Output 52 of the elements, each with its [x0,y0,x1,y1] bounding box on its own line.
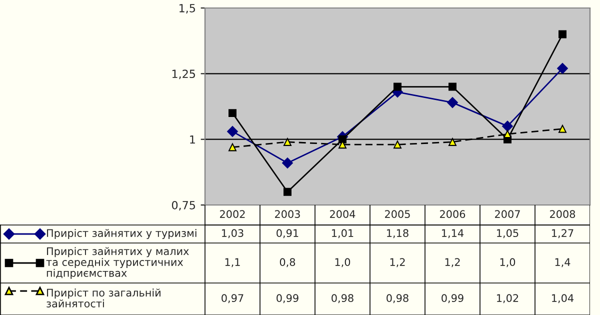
y-tick-label: 1,25 [172,70,195,80]
legend-label: Приріст зайнятих у туризмі [47,228,196,240]
data-label: 0,97 [222,294,244,304]
data-label: 1,05 [497,229,518,238]
point [284,138,292,146]
data-label: 1,03 [222,229,244,238]
data-label: 1,18 [387,229,408,238]
legend-label: Приріст по загальній зайнятості [46,288,160,308]
point [448,82,456,91]
data-label: 0,99 [276,294,298,304]
data-label: 0,99 [442,294,464,304]
data-label: 1,04 [552,294,574,304]
data-label: 0,98 [332,294,354,304]
data-label: 0,91 [276,229,298,238]
point [502,120,513,132]
data-label: 1,0 [500,258,516,268]
x-tick-label: 2005 [385,210,410,218]
data-label: 0,98 [386,294,408,304]
data-label: 1,2 [445,258,460,268]
point [228,143,236,152]
data-label: 1,4 [555,258,570,268]
point [338,135,346,144]
data-label: 1,02 [497,294,518,304]
point [284,188,292,196]
point [558,30,566,38]
data-label: 1,01 [332,229,354,238]
point [504,130,512,138]
point [228,109,236,118]
y-tick-label: 1 [190,135,195,144]
x-tick-label: 2003 [275,210,300,218]
point [282,158,293,168]
data-label: 1,1 [225,258,240,268]
legend-label: Приріст зайнятих у малих та середніх туристичних підприємствах [46,247,189,279]
point [227,126,238,137]
data-label: 0,8 [280,258,296,268]
y-tick-label: 0,75 [172,200,195,211]
x-tick-label: 2006 [440,210,466,218]
point [558,124,566,133]
x-tick-label: 2004 [330,210,356,218]
data-label: 1,27 [552,229,574,238]
data-label: 1,14 [442,229,464,238]
point [394,140,402,149]
data-label: 1,2 [390,258,405,268]
point [447,97,458,108]
x-tick-label: 2007 [495,210,520,218]
y-tick-label: 1,5 [180,4,195,14]
point [557,62,568,74]
point [394,82,402,91]
x-tick-label: 2002 [220,210,245,218]
data-label: 1,0 [335,258,350,268]
x-tick-label: 2008 [550,210,576,218]
point [448,138,456,146]
